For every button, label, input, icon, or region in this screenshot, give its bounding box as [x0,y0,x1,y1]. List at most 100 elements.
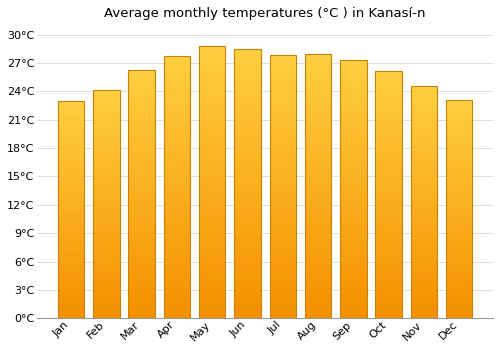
Bar [376,125,402,130]
Bar [234,189,260,194]
Bar [270,65,296,70]
Bar [93,163,120,168]
Bar [234,286,260,291]
Bar [164,245,190,250]
Bar [446,187,472,192]
Bar [164,161,190,166]
Bar [93,204,120,209]
Bar [410,188,437,193]
Bar [340,112,366,117]
Bar [128,154,155,159]
Bar [270,91,296,97]
Bar [376,313,402,318]
Bar [270,239,296,244]
Bar [410,146,437,151]
Bar [270,60,296,65]
Bar [410,137,437,141]
Bar [93,91,120,318]
Bar [340,86,366,91]
Bar [410,95,437,100]
Bar [305,244,332,250]
Bar [234,275,260,281]
Bar [234,183,260,189]
Bar [128,80,155,85]
Bar [234,103,260,108]
Bar [234,49,260,318]
Bar [93,245,120,250]
Bar [93,223,120,227]
Bar [376,199,402,204]
Bar [128,239,155,244]
Bar [164,313,190,318]
Bar [58,188,84,192]
Bar [93,159,120,163]
Bar [340,153,366,158]
Bar [446,279,472,283]
Bar [164,308,190,313]
Bar [199,144,226,149]
Bar [164,287,190,292]
Bar [305,70,332,75]
Bar [93,259,120,264]
Bar [199,62,226,68]
Bar [234,313,260,318]
Bar [270,276,296,281]
Bar [93,173,120,177]
Bar [93,191,120,195]
Bar [234,108,260,113]
Bar [128,124,155,130]
Bar [93,214,120,218]
Title: Average monthly temperatures (°C ) in Kanasí-n: Average monthly temperatures (°C ) in Ka… [104,7,426,20]
Bar [128,139,155,144]
Bar [164,77,190,82]
Bar [446,178,472,183]
Bar [270,234,296,239]
Bar [446,235,472,240]
Bar [128,90,155,95]
Bar [164,71,190,77]
Bar [305,64,332,70]
Bar [340,60,366,318]
Bar [305,223,332,228]
Bar [340,117,366,122]
Bar [93,295,120,300]
Bar [128,75,155,80]
Bar [58,240,84,244]
Bar [305,207,332,212]
Bar [446,222,472,226]
Bar [410,290,437,295]
Bar [93,154,120,159]
Bar [376,80,402,85]
Bar [58,210,84,214]
Bar [410,304,437,309]
Bar [270,255,296,260]
Bar [270,102,296,107]
Bar [58,175,84,179]
Bar [58,196,84,201]
Bar [164,218,190,224]
Bar [340,96,366,102]
Bar [164,281,190,287]
Bar [199,149,226,155]
Bar [199,313,226,318]
Bar [234,232,260,237]
Bar [270,313,296,318]
Bar [58,253,84,257]
Bar [305,281,332,287]
Bar [270,266,296,271]
Bar [93,277,120,282]
Bar [340,194,366,200]
Bar [305,260,332,265]
Bar [376,145,402,150]
Bar [128,248,155,254]
Bar [270,86,296,91]
Bar [270,208,296,213]
Bar [305,233,332,239]
Bar [58,266,84,271]
Bar [164,208,190,213]
Bar [199,106,226,111]
Bar [340,293,366,297]
Bar [58,275,84,279]
Bar [340,272,366,277]
Bar [58,122,84,127]
